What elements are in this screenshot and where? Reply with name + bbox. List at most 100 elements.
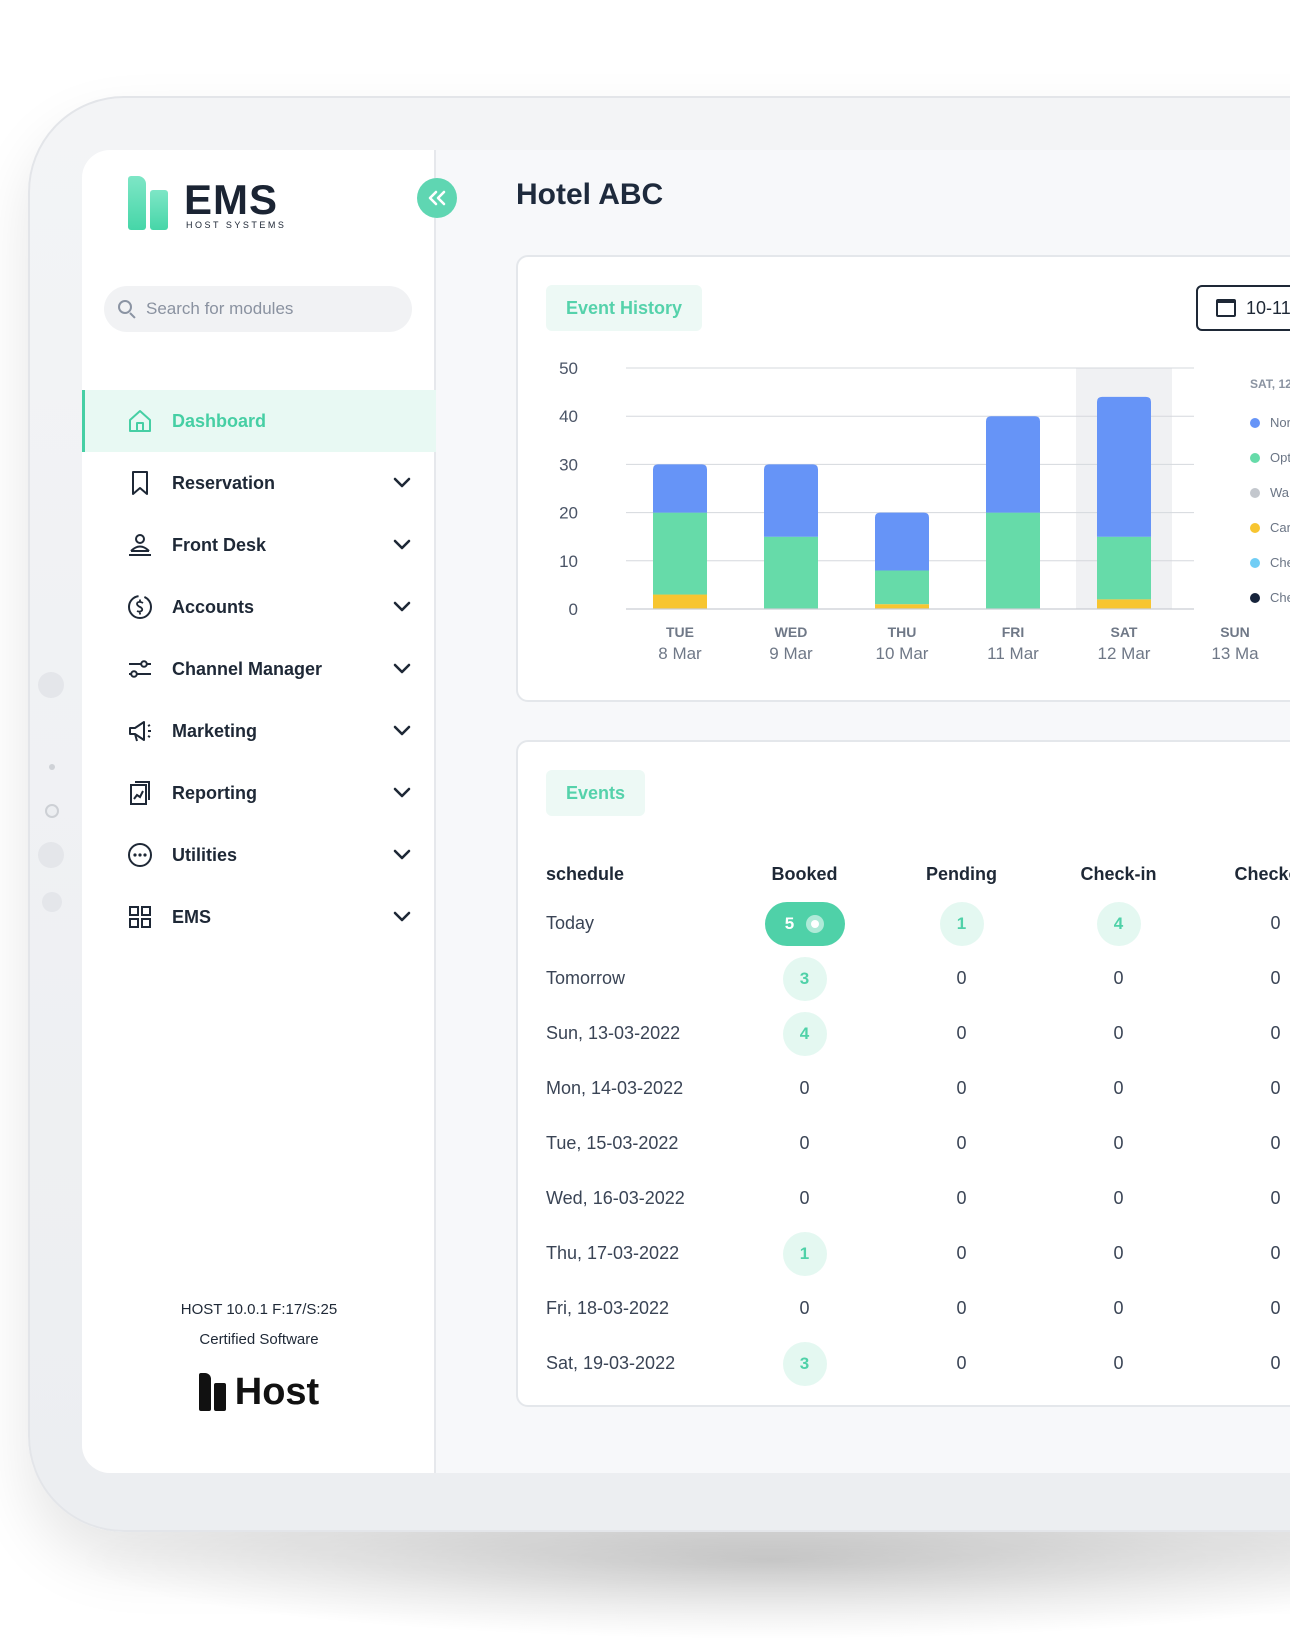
sidebar-item-front-desk[interactable]: Front Desk [82,514,436,576]
pending-cell: 0 [883,1243,1040,1264]
count-badge-active[interactable]: 5 [764,901,845,946]
x-tick-date: 12 Mar [1098,644,1151,663]
chevron-down-icon[interactable] [388,531,416,559]
count-value: 0 [956,968,967,988]
sidebar-item-label: Marketing [172,720,258,741]
legend-label: Wa [1270,485,1290,500]
pending-cell: 0 [883,1078,1040,1099]
x-tick-day: WED [775,624,808,640]
y-tick-label: 50 [559,359,578,378]
chevron-down-icon[interactable] [388,903,416,931]
count-badge[interactable]: 1 [939,901,984,946]
host-logo-text: Host [234,1371,320,1413]
event-history-pill: Event History [546,285,703,331]
sidebar-item-reservation[interactable]: Reservation [82,452,436,514]
bell-person-icon [126,531,154,559]
column-header: Booked [771,863,838,884]
y-tick-label: 40 [559,407,578,426]
legend-label: Nor [1270,415,1290,430]
count-value: 0 [1113,968,1124,988]
count-value: 0 [956,1243,967,1263]
count-value: 0 [1270,1023,1281,1043]
sidebar-item-accounts[interactable]: Accounts [82,576,436,638]
booked-cell: 0 [726,1078,883,1099]
x-tick-date: 10 Mar [876,644,929,663]
chevron-down-icon[interactable] [388,841,416,869]
report-icon [126,779,154,807]
schedule-cell: Fri, 18-03-2022 [546,1298,670,1318]
legend-item: Che [1250,545,1290,580]
checkout-cell: 0 [1197,1078,1290,1099]
collapse-sidebar-button[interactable] [417,178,457,218]
tablet-side-dot [49,764,55,770]
module-search[interactable] [104,286,412,332]
x-tick-day: THU [888,624,917,640]
table-row: Sat, 19-03-2022 3 0 0 0 [546,1336,1290,1391]
sidebar-item-channel-manager[interactable]: Channel Manager [82,638,436,700]
count-badge[interactable]: 4 [1096,901,1141,946]
chevron-down-icon[interactable] [388,655,416,683]
checkin-cell: 4 [1040,901,1197,946]
search-input[interactable] [146,299,396,319]
sidebar-item-label: Accounts [172,596,255,617]
date-range-button[interactable]: 10-11- [1196,285,1290,331]
schedule-cell: Today [546,913,595,933]
y-tick-label: 30 [559,455,578,474]
chevron-down-icon[interactable] [388,593,416,621]
count-value: 0 [1270,1188,1281,1208]
bar-segment [653,594,707,609]
count-badge[interactable]: 1 [782,1231,827,1276]
sidebar-item-dashboard[interactable]: Dashboard [82,390,436,452]
events-table: schedule Booked Pending Check-in Checkou… [546,852,1290,1391]
bar-segment [875,570,929,605]
bar-segment [653,464,707,513]
checkin-cell: 0 [1040,1188,1197,1209]
count-badge[interactable]: 4 [782,1011,827,1056]
sidebar-item-ems[interactable]: EMS [82,886,436,948]
booked-cell: 3 [726,956,883,1001]
checkout-cell: 0 [1197,1353,1290,1374]
legend-dot-icon [1250,452,1260,463]
checkout-cell: 0 [1197,1298,1290,1319]
chevron-down-icon[interactable] [388,717,416,745]
sidebar-item-utilities[interactable]: Utilities [82,824,436,886]
checkout-cell: 0 [1197,968,1290,989]
double-chevron-left-icon [428,190,446,206]
count-value: 0 [799,1188,810,1208]
brand-name: EMS [184,176,279,223]
sidebar-item-reporting[interactable]: Reporting [82,762,436,824]
tablet-side-button [38,672,64,698]
checkin-cell: 0 [1040,1298,1197,1319]
legend-label: Che [1270,590,1290,605]
booked-cell: 5 [726,901,883,946]
count-value: 0 [799,1133,810,1153]
tablet-camera [45,804,59,818]
checkin-cell: 0 [1040,1243,1197,1264]
chevron-down-icon[interactable] [388,779,416,807]
table-row: Mon, 14-03-2022 0 0 0 0 [546,1061,1290,1116]
schedule-cell: Sat, 19-03-2022 [546,1353,676,1373]
bar-segment [875,512,929,571]
megaphone-icon [126,717,154,745]
y-tick-label: 10 [559,552,578,571]
table-row: Sun, 13-03-2022 4 0 0 0 [546,1006,1290,1061]
checkout-cell: 0 [1197,1243,1290,1264]
ems-logo[interactable]: EMS HOST SYSTEMS [128,168,286,230]
table-row: Tomorrow 3 0 0 0 [546,951,1290,1006]
count-value: 0 [956,1078,967,1098]
radio-dot-icon [806,914,825,933]
tablet-side-button [38,842,64,868]
bar-segment [1097,536,1151,600]
checkin-cell: 0 [1040,1023,1197,1044]
chevron-down-icon[interactable] [388,469,416,497]
count-badge[interactable]: 3 [782,956,827,1001]
sidebar-item-marketing[interactable]: Marketing [82,700,436,762]
count-value: 0 [1270,968,1281,988]
count-value: 0 [1113,1353,1124,1373]
count-badge[interactable]: 3 [782,1341,827,1386]
legend-label: Car [1270,520,1290,535]
table-header: schedule Booked Pending Check-in Checkou… [546,852,1290,896]
pending-cell: 0 [883,1188,1040,1209]
count-value: 0 [1113,1298,1124,1318]
schedule-cell: Wed, 16-03-2022 [546,1188,685,1208]
